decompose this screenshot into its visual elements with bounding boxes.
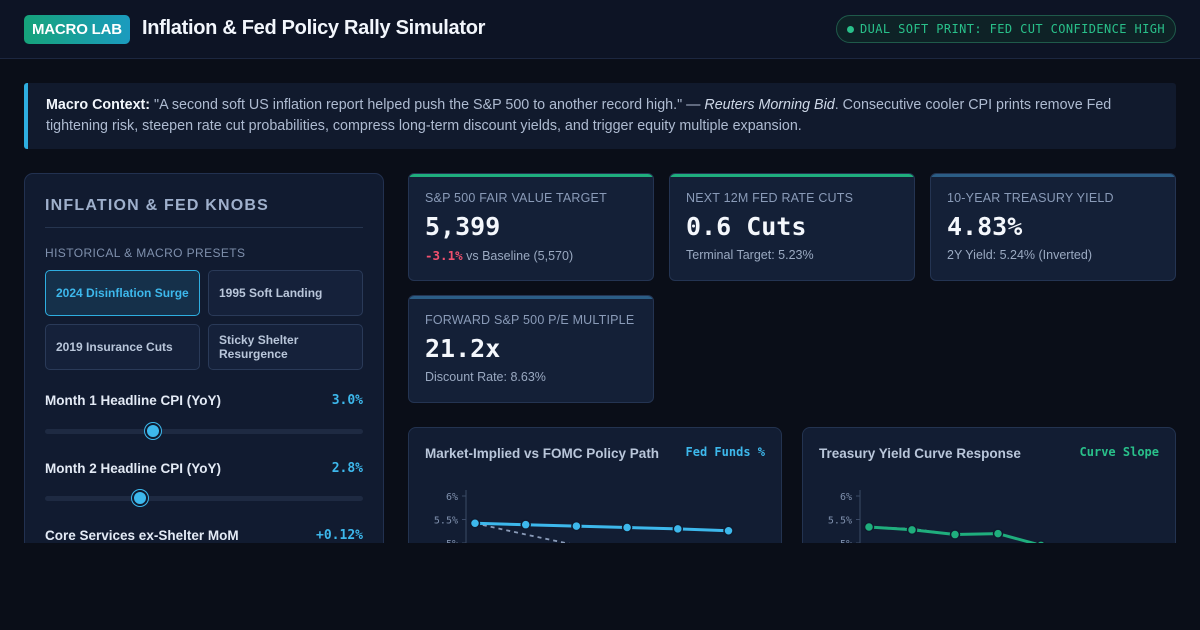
status-badge: DUAL SOFT PRINT: FED CUT CONFIDENCE HIGH xyxy=(836,15,1176,43)
context-body: . Consecutive cooler CPI prints remove F… xyxy=(46,97,1112,134)
data-point xyxy=(863,521,875,533)
core-services-value: +0.12% xyxy=(316,528,363,543)
kpi-10y-treasury-card: 10-YEAR TREASURY YIELD 4.83% 2Y Yield: 5… xyxy=(930,173,1176,281)
cpi-month1-label: Month 1 Headline CPI (YoY) xyxy=(45,393,222,408)
preset-label: Sticky Shelter Resurgence xyxy=(219,333,299,361)
preset-sticky-shelter-resurgence-button[interactable]: Sticky Shelter Resurgence xyxy=(208,324,363,370)
cpi-month1-slider[interactable] xyxy=(45,423,363,439)
cpi-month2-label: Month 2 Headline CPI (YoY) xyxy=(45,461,222,476)
preset-label: 2019 Insurance Cuts xyxy=(56,340,173,354)
knobs-title: INFLATION & FED KNOBS xyxy=(45,197,270,214)
kpi-sub-text: 2Y Yield: 5.24% (Inverted) xyxy=(947,248,1092,262)
data-point xyxy=(672,523,684,535)
y-tick-label: 5.5% xyxy=(434,516,458,527)
y-tick-label: 5.5% xyxy=(828,516,852,527)
presets-label: HISTORICAL & MACRO PRESETS xyxy=(45,246,246,260)
kpi-fed-rate-cuts-card: NEXT 12M FED RATE CUTS 0.6 Cuts Terminal… xyxy=(669,173,915,281)
status-text: DUAL SOFT PRINT: FED CUT CONFIDENCE HIGH xyxy=(860,22,1165,36)
kpi-value: 21.2x xyxy=(425,334,501,363)
yield-curve-chart: 6%5.5%5% xyxy=(828,490,1047,556)
preset-label: 1995 Soft Landing xyxy=(219,286,323,300)
page-title: Inflation & Fed Policy Rally Simulator xyxy=(142,17,486,39)
context-quote: "A second soft US inflation report helpe… xyxy=(154,97,701,113)
kpi-value: 0.6 Cuts xyxy=(686,212,807,241)
kpi-value: 5,399 xyxy=(425,212,501,241)
kpi-label: FORWARD S&P 500 P/E MULTIPLE xyxy=(425,313,635,327)
kpi-sub-text: Terminal Target: 5.23% xyxy=(686,248,814,262)
page-background xyxy=(0,543,1200,630)
data-point xyxy=(949,529,961,540)
core-services-label: Core Services ex-Shelter MoM xyxy=(45,528,239,543)
preset-1995-soft-landing-button[interactable]: 1995 Soft Landing xyxy=(208,270,363,316)
preset-2024-disinflation-surge-button[interactable]: 2024 Disinflation Surge xyxy=(45,270,200,316)
data-point xyxy=(621,522,633,533)
card-accent-bar xyxy=(931,174,1175,177)
chart-title: Market-Implied vs FOMC Policy Path xyxy=(425,446,660,461)
kpi-label: NEXT 12M FED RATE CUTS xyxy=(686,191,854,205)
data-point xyxy=(469,518,481,529)
kpi-label: 10-YEAR TREASURY YIELD xyxy=(947,191,1114,205)
card-accent-bar xyxy=(409,296,653,299)
policy-path-chart: 6%5.5%5% xyxy=(434,490,734,556)
status-dot-icon xyxy=(847,25,855,33)
app-header: MACRO LAB Inflation & Fed Policy Rally S… xyxy=(0,0,1200,59)
data-point xyxy=(906,524,918,536)
kpi-delta: -3.1% xyxy=(425,248,463,263)
kpi-sub-text: Discount Rate: 8.63% xyxy=(425,370,546,384)
data-point xyxy=(571,520,582,532)
cpi-month1-value: 3.0% xyxy=(331,393,363,408)
slider-thumb[interactable] xyxy=(132,490,149,506)
macro-context-banner: Macro Context: "A second soft US inflati… xyxy=(24,83,1176,149)
card-accent-bar xyxy=(670,174,914,177)
kpi-forward-pe-card: FORWARD S&P 500 P/E MULTIPLE 21.2x Disco… xyxy=(408,295,654,403)
cpi-month2-slider[interactable] xyxy=(45,490,363,506)
divider xyxy=(45,227,363,228)
data-point xyxy=(723,525,734,537)
kpi-sub-text: vs Baseline (5,570) xyxy=(466,249,574,263)
card-accent-bar xyxy=(409,174,653,177)
kpi-value: 4.83% xyxy=(947,212,1023,241)
policy-path-chart-panel: Market-Implied vs FOMC Policy Path Fed F… xyxy=(408,427,782,557)
chart-tag: Curve Slope xyxy=(1079,445,1159,459)
chart-tag: Fed Funds % xyxy=(685,445,765,459)
preset-2019-insurance-cuts-button[interactable]: 2019 Insurance Cuts xyxy=(45,324,200,370)
chart-title: Treasury Yield Curve Response xyxy=(819,446,1021,461)
yield-curve-chart-panel: Treasury Yield Curve Response Curve Slop… xyxy=(802,427,1176,557)
preset-label: 2024 Disinflation Surge xyxy=(56,286,189,300)
y-tick-label: 6% xyxy=(446,492,458,503)
context-label: Macro Context: xyxy=(46,97,151,113)
y-tick-label: 6% xyxy=(840,492,852,503)
brand-logo: MACRO LAB xyxy=(24,15,130,44)
kpi-label: S&P 500 FAIR VALUE TARGET xyxy=(425,191,607,205)
data-point xyxy=(520,519,531,530)
context-source: Reuters Morning Bid xyxy=(704,97,835,113)
cpi-month2-value: 2.8% xyxy=(331,461,363,476)
kpi-sub: -3.1% vs Baseline (5,570) xyxy=(425,248,573,263)
series-line xyxy=(474,521,729,533)
slider-thumb[interactable] xyxy=(145,423,162,439)
kpi-sp500-fair-value-card: S&P 500 FAIR VALUE TARGET 5,399 -3.1% vs… xyxy=(408,173,654,281)
data-point xyxy=(992,528,1004,539)
inflation-knobs-panel: INFLATION & FED KNOBS HISTORICAL & MACRO… xyxy=(24,173,384,553)
